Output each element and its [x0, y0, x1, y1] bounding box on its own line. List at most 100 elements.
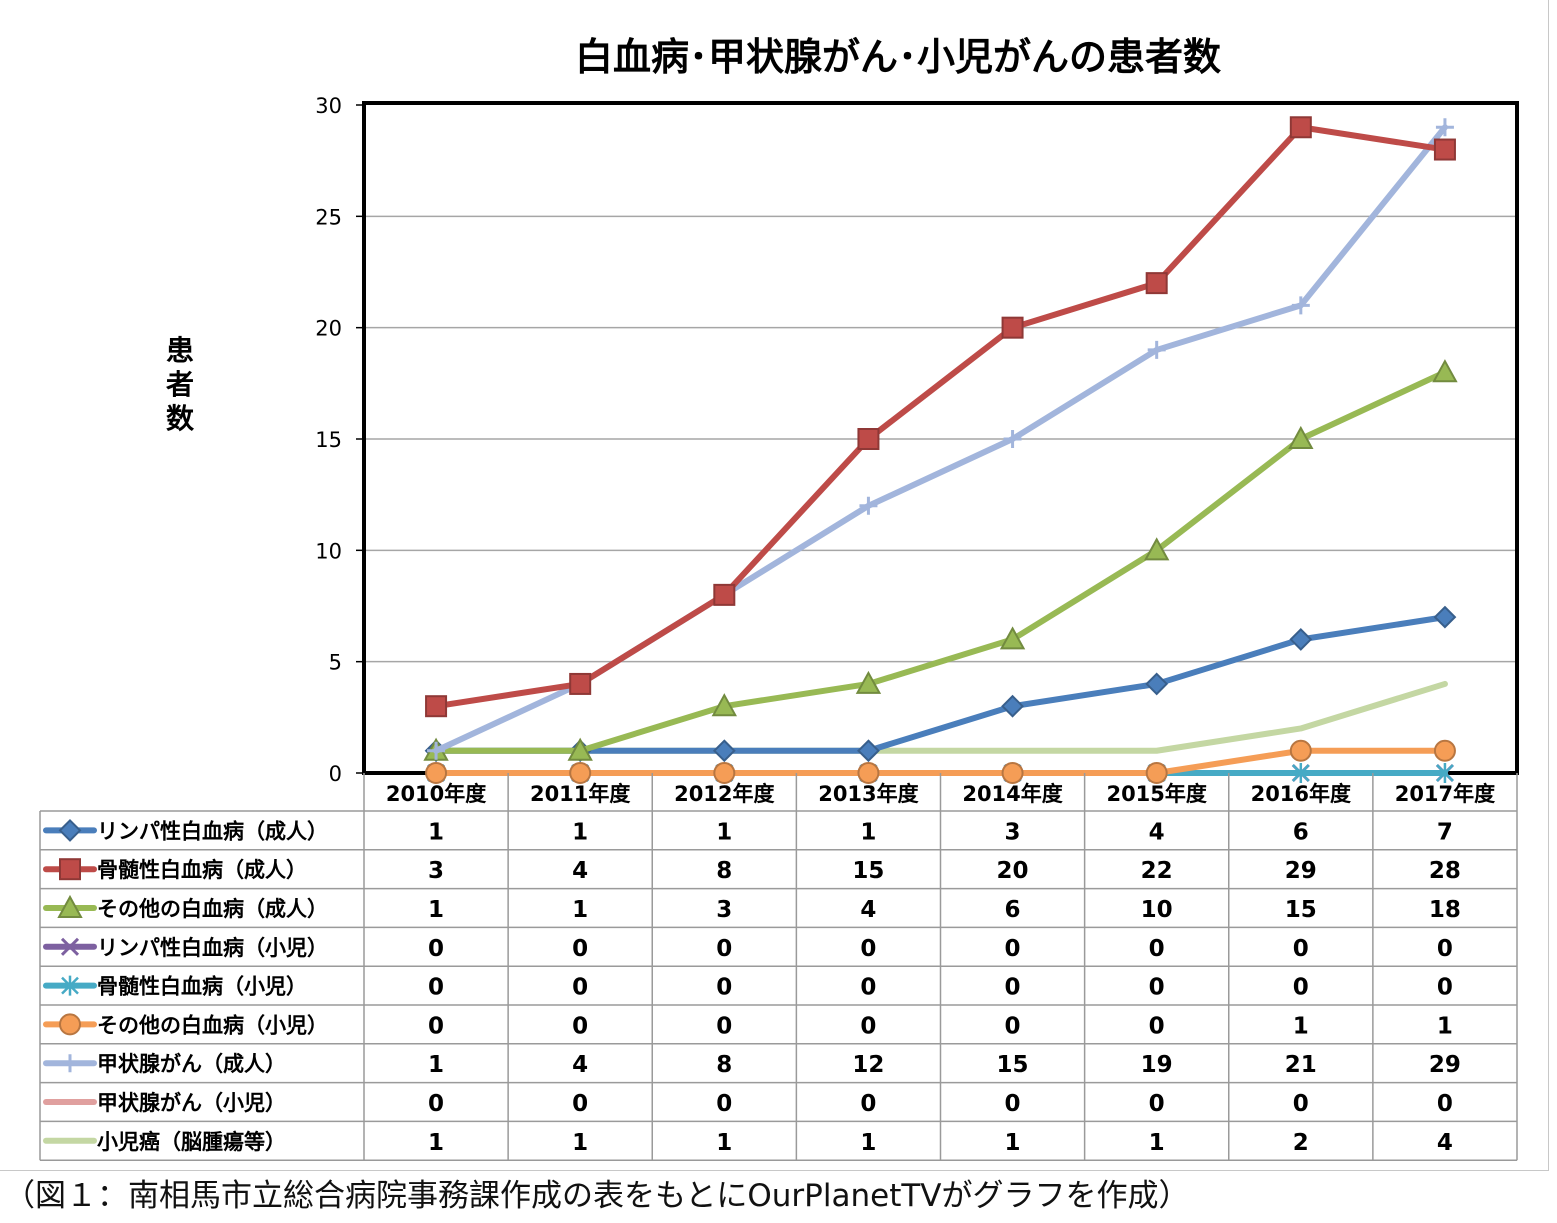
legend-label: 骨髄性白血病（小児） — [97, 975, 307, 999]
data-point-marker — [1145, 272, 1168, 295]
table-cell: 8 — [716, 1052, 732, 1078]
y-axis-ticks: 0 5 10 15 20 25 30 — [315, 94, 364, 786]
table-cell: 6 — [1005, 897, 1021, 923]
table-cell: 4 — [1149, 819, 1165, 845]
data-point-marker — [425, 762, 448, 784]
plot-area — [362, 101, 1519, 775]
figure-caption: （図１：南相馬市立総合病院事務課作成の表をもとにOurPlanetTVがグラフを… — [4, 1178, 1190, 1214]
table-cell: 0 — [572, 975, 588, 1001]
data-point-marker — [1433, 138, 1456, 161]
legend-label: リンパ性白血病（小児） — [97, 936, 328, 960]
table-cell: 21 — [1285, 1052, 1317, 1078]
gridlines — [364, 215, 1517, 663]
table-cell: 22 — [1141, 858, 1173, 884]
series-line — [433, 124, 1448, 710]
category-label: 2011年度 — [530, 782, 630, 806]
category-label: 2017年度 — [1395, 782, 1495, 806]
table-cell: 7 — [1437, 819, 1453, 845]
table-cell: 0 — [716, 1013, 732, 1039]
data-point-marker — [712, 739, 736, 763]
data-point-marker — [855, 670, 882, 694]
table-row: その他の白血病（小児） 0 0 0 0 0 0 1 1 — [43, 1013, 1453, 1039]
category-label: 2014年度 — [962, 782, 1062, 806]
table-cell: 1 — [572, 1130, 588, 1156]
table-cell: 0 — [572, 936, 588, 962]
data-point-marker — [857, 428, 880, 450]
legend-label: その他の白血病（成人） — [97, 897, 328, 921]
table-cell: 0 — [1293, 975, 1309, 1001]
table-cell: 12 — [852, 1052, 884, 1078]
table-cell: 0 — [716, 936, 732, 962]
legend-label: 甲状腺がん（成人） — [97, 1052, 286, 1076]
data-point-marker — [1432, 359, 1458, 383]
y-tick-label: 25 — [315, 205, 342, 229]
chart-title: 白血病･甲状腺がん･小児がんの患者数 — [575, 35, 1221, 79]
data-point-marker — [1145, 672, 1169, 696]
data-point-marker — [1003, 430, 1022, 448]
data-point-marker — [425, 695, 448, 718]
data-point-marker — [1289, 116, 1312, 139]
category-label: 2010年度 — [386, 782, 486, 806]
table-cell: 1 — [1005, 1130, 1021, 1156]
table-cell: 0 — [1149, 936, 1165, 962]
table-cell: 0 — [860, 1013, 876, 1039]
y-tick-label: 5 — [329, 651, 342, 675]
table-cell: 0 — [428, 975, 444, 1001]
data-point-marker — [1001, 694, 1024, 718]
y-tick-label: 0 — [329, 762, 342, 786]
table-cell: 4 — [572, 1052, 588, 1078]
table-cell: 4 — [1437, 1130, 1453, 1156]
table-cell: 1 — [572, 819, 588, 845]
data-point-marker — [713, 762, 736, 784]
table-cell: 0 — [1005, 1091, 1021, 1117]
data-point-marker — [569, 672, 592, 695]
series-line — [433, 614, 1448, 754]
table-cell: 8 — [716, 858, 732, 884]
data-point-marker — [1147, 340, 1166, 359]
table-cell: 1 — [1149, 1130, 1165, 1156]
series-2 — [425, 116, 1456, 718]
data-point-marker — [1288, 425, 1314, 449]
table-cell: 0 — [1293, 936, 1309, 962]
table-cell: 0 — [860, 975, 876, 1001]
table-cell: 1 — [716, 819, 732, 845]
table-cell: 1 — [1437, 1013, 1453, 1039]
table-cell: 15 — [1285, 897, 1317, 923]
table-cell: 28 — [1429, 858, 1461, 884]
table-cell: 18 — [1429, 897, 1461, 923]
data-point-marker — [859, 496, 878, 515]
table-cell: 1 — [1293, 1013, 1309, 1039]
data-point-marker — [1289, 627, 1313, 651]
table-cell: 0 — [716, 1091, 732, 1117]
table-cell: 29 — [1429, 1052, 1461, 1078]
table-cell: 0 — [716, 975, 732, 1001]
table-cell: 0 — [1293, 1091, 1309, 1117]
table-cell: 0 — [572, 1091, 588, 1117]
table-cell: 1 — [428, 1052, 444, 1078]
table-cell: 15 — [997, 1052, 1029, 1078]
table-cell: 1 — [428, 897, 444, 923]
data-point-marker — [857, 762, 880, 784]
data-point-marker — [1001, 316, 1024, 339]
data-point-marker — [711, 693, 738, 717]
data-point-marker — [569, 762, 592, 784]
data-point-marker — [1436, 763, 1454, 783]
table-row: リンパ性白血病（小児） 0 0 0 0 0 0 0 0 — [43, 936, 1453, 962]
table-cell: 10 — [1141, 897, 1173, 923]
data-point-marker — [1143, 537, 1170, 561]
table-cell: 0 — [1149, 1091, 1165, 1117]
table-row: その他の白血病（成人） 1 1 3 4 6 10 15 18 — [43, 894, 1461, 923]
table-cell: 0 — [428, 1091, 444, 1117]
legend-label: その他の白血病（小児） — [97, 1013, 328, 1037]
data-table: 2010年度 2011年度 2012年度 2013年度 2014年度 2015年度 2016… — [39, 773, 1518, 1161]
data-point-marker — [1145, 762, 1168, 784]
data-point-marker — [59, 1013, 81, 1036]
table-cell: 15 — [852, 858, 884, 884]
data-point-marker — [713, 583, 736, 606]
table-row: 甲状腺がん（成人） 1 4 8 12 15 19 21 29 — [43, 1052, 1461, 1078]
table-cell: 0 — [1437, 1091, 1453, 1117]
table-cell: 0 — [860, 936, 876, 962]
table-cell: 3 — [716, 897, 732, 923]
data-point-marker — [61, 975, 79, 996]
